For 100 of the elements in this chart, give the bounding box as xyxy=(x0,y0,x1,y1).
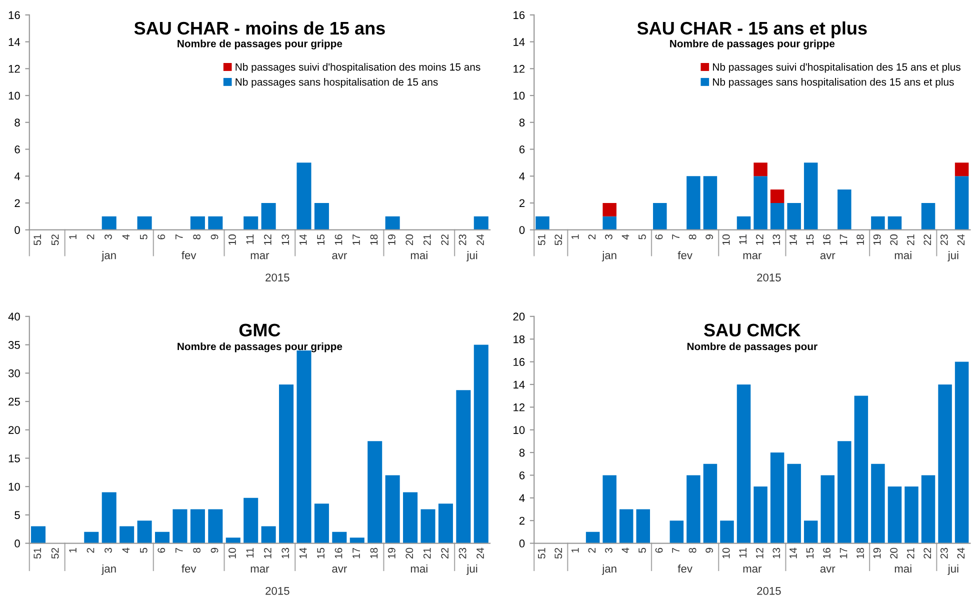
x-tick-label: 11 xyxy=(246,548,254,558)
y-tick-label: 10 xyxy=(8,482,20,491)
x-tick-label: 17 xyxy=(840,548,848,558)
x-tick-label: 24 xyxy=(957,234,965,246)
bar xyxy=(474,344,488,544)
y-tick-label: 6 xyxy=(14,146,20,154)
x-tick-label: 3 xyxy=(104,234,112,240)
bar xyxy=(385,216,400,230)
x-tick-label: 20 xyxy=(890,234,898,246)
y-tick-label: 2 xyxy=(519,516,525,525)
y-tick-label: 16 xyxy=(8,11,20,20)
x-tick-label: 4 xyxy=(622,234,630,240)
bar xyxy=(30,526,46,544)
x-tick-label: 3 xyxy=(605,548,612,553)
x-tick-label: 7 xyxy=(176,234,183,240)
x-tick-label: 52 xyxy=(51,548,59,559)
x-tick-label: 16 xyxy=(823,234,830,245)
y-tick-label: 10 xyxy=(514,426,525,434)
text: fev xyxy=(182,564,196,573)
y-tick-label: 0 xyxy=(519,540,525,548)
x-tick-label: 16 xyxy=(334,548,342,558)
bar xyxy=(838,441,852,544)
x-tick-label: 18 xyxy=(856,234,864,245)
x-tick-label: 52 xyxy=(554,234,562,246)
text: avr xyxy=(820,566,836,573)
x-tick-label: 18 xyxy=(370,234,378,245)
x-tick-label: 51 xyxy=(538,548,546,559)
bar xyxy=(954,176,969,230)
bar xyxy=(314,202,329,230)
x-tick-label: 14 xyxy=(300,234,307,245)
bar xyxy=(888,486,902,544)
x-tick-label: 20 xyxy=(406,548,414,558)
legend-label: Nb passages sans hospitalisation de 15 ans xyxy=(236,78,438,88)
text: mai xyxy=(894,564,912,573)
bar xyxy=(244,216,258,230)
x-tick-label: 52 xyxy=(554,548,562,559)
y-tick-label: 18 xyxy=(514,335,525,344)
text: mai xyxy=(410,251,428,260)
x-tick-label: 17 xyxy=(352,234,360,245)
bar xyxy=(155,532,170,544)
bar xyxy=(332,532,347,544)
x-tick-label: 12 xyxy=(264,234,272,245)
text: mar xyxy=(250,566,270,573)
y-tick-label: 20 xyxy=(8,426,20,434)
x-tick-label: 6 xyxy=(158,234,166,240)
x-tick-label: 22 xyxy=(441,548,448,558)
x-tick-label: 15 xyxy=(317,234,324,245)
bar xyxy=(137,520,152,544)
bar xyxy=(190,509,205,544)
y-tick-label: 0 xyxy=(519,226,525,234)
x-tick-label: 9 xyxy=(706,234,714,240)
bar xyxy=(172,509,188,544)
x-tick-label: 20 xyxy=(406,234,414,246)
x-tick-label: 9 xyxy=(706,548,714,553)
y-tick-label: 16 xyxy=(514,358,525,366)
bar xyxy=(754,486,768,544)
x-tick-label: 13 xyxy=(282,548,290,558)
text: 2015 xyxy=(266,274,290,282)
bar xyxy=(670,520,684,544)
chart-title: SAU CHAR - 15 ans et plus xyxy=(637,21,867,38)
x-tick-label: 5 xyxy=(638,234,646,240)
y-tick-label: 20 xyxy=(513,312,525,321)
y-tick-label: 14 xyxy=(514,380,525,388)
bar xyxy=(602,475,616,544)
bar xyxy=(954,162,969,176)
x-tick-label: 51 xyxy=(34,548,42,559)
y-tick-label: 12 xyxy=(8,64,20,73)
bar xyxy=(438,504,453,544)
x-tick-label: 9 xyxy=(210,548,218,553)
bar xyxy=(190,216,205,230)
x-tick-label: 16 xyxy=(823,548,830,558)
bar xyxy=(296,162,312,230)
text: avr xyxy=(332,253,347,260)
bar xyxy=(279,384,294,544)
bar xyxy=(838,190,852,230)
y-tick-label: 14 xyxy=(8,38,20,46)
bar xyxy=(474,216,488,230)
bar xyxy=(619,509,634,544)
y-tick-label: 6 xyxy=(519,146,525,154)
text: mar xyxy=(743,566,762,573)
x-tick-label: 23 xyxy=(458,234,466,246)
x-tick-label: 10 xyxy=(228,548,236,558)
bar xyxy=(720,520,734,544)
x-tick-label: 16 xyxy=(334,234,342,245)
y-tick-label: 15 xyxy=(8,454,20,462)
bar xyxy=(261,526,276,544)
x-tick-label: 13 xyxy=(282,234,290,245)
x-tick-label: 9 xyxy=(210,234,218,240)
x-tick-label: 17 xyxy=(840,234,848,245)
legend-label: Nb passages suivi d'hospitalisation des 15 ans et plus xyxy=(713,63,960,73)
y-tick-label: 4 xyxy=(519,494,525,502)
x-tick-label: 3 xyxy=(104,548,112,553)
bar xyxy=(703,464,718,544)
text: avr xyxy=(332,566,347,573)
text: 2015 xyxy=(757,274,781,282)
y-tick-label: 6 xyxy=(519,471,525,480)
x-tick-label: 18 xyxy=(370,548,378,558)
x-tick-label: 23 xyxy=(940,234,948,246)
text: Nombre de passages pour grippe xyxy=(670,40,835,50)
text: fev xyxy=(182,251,196,260)
